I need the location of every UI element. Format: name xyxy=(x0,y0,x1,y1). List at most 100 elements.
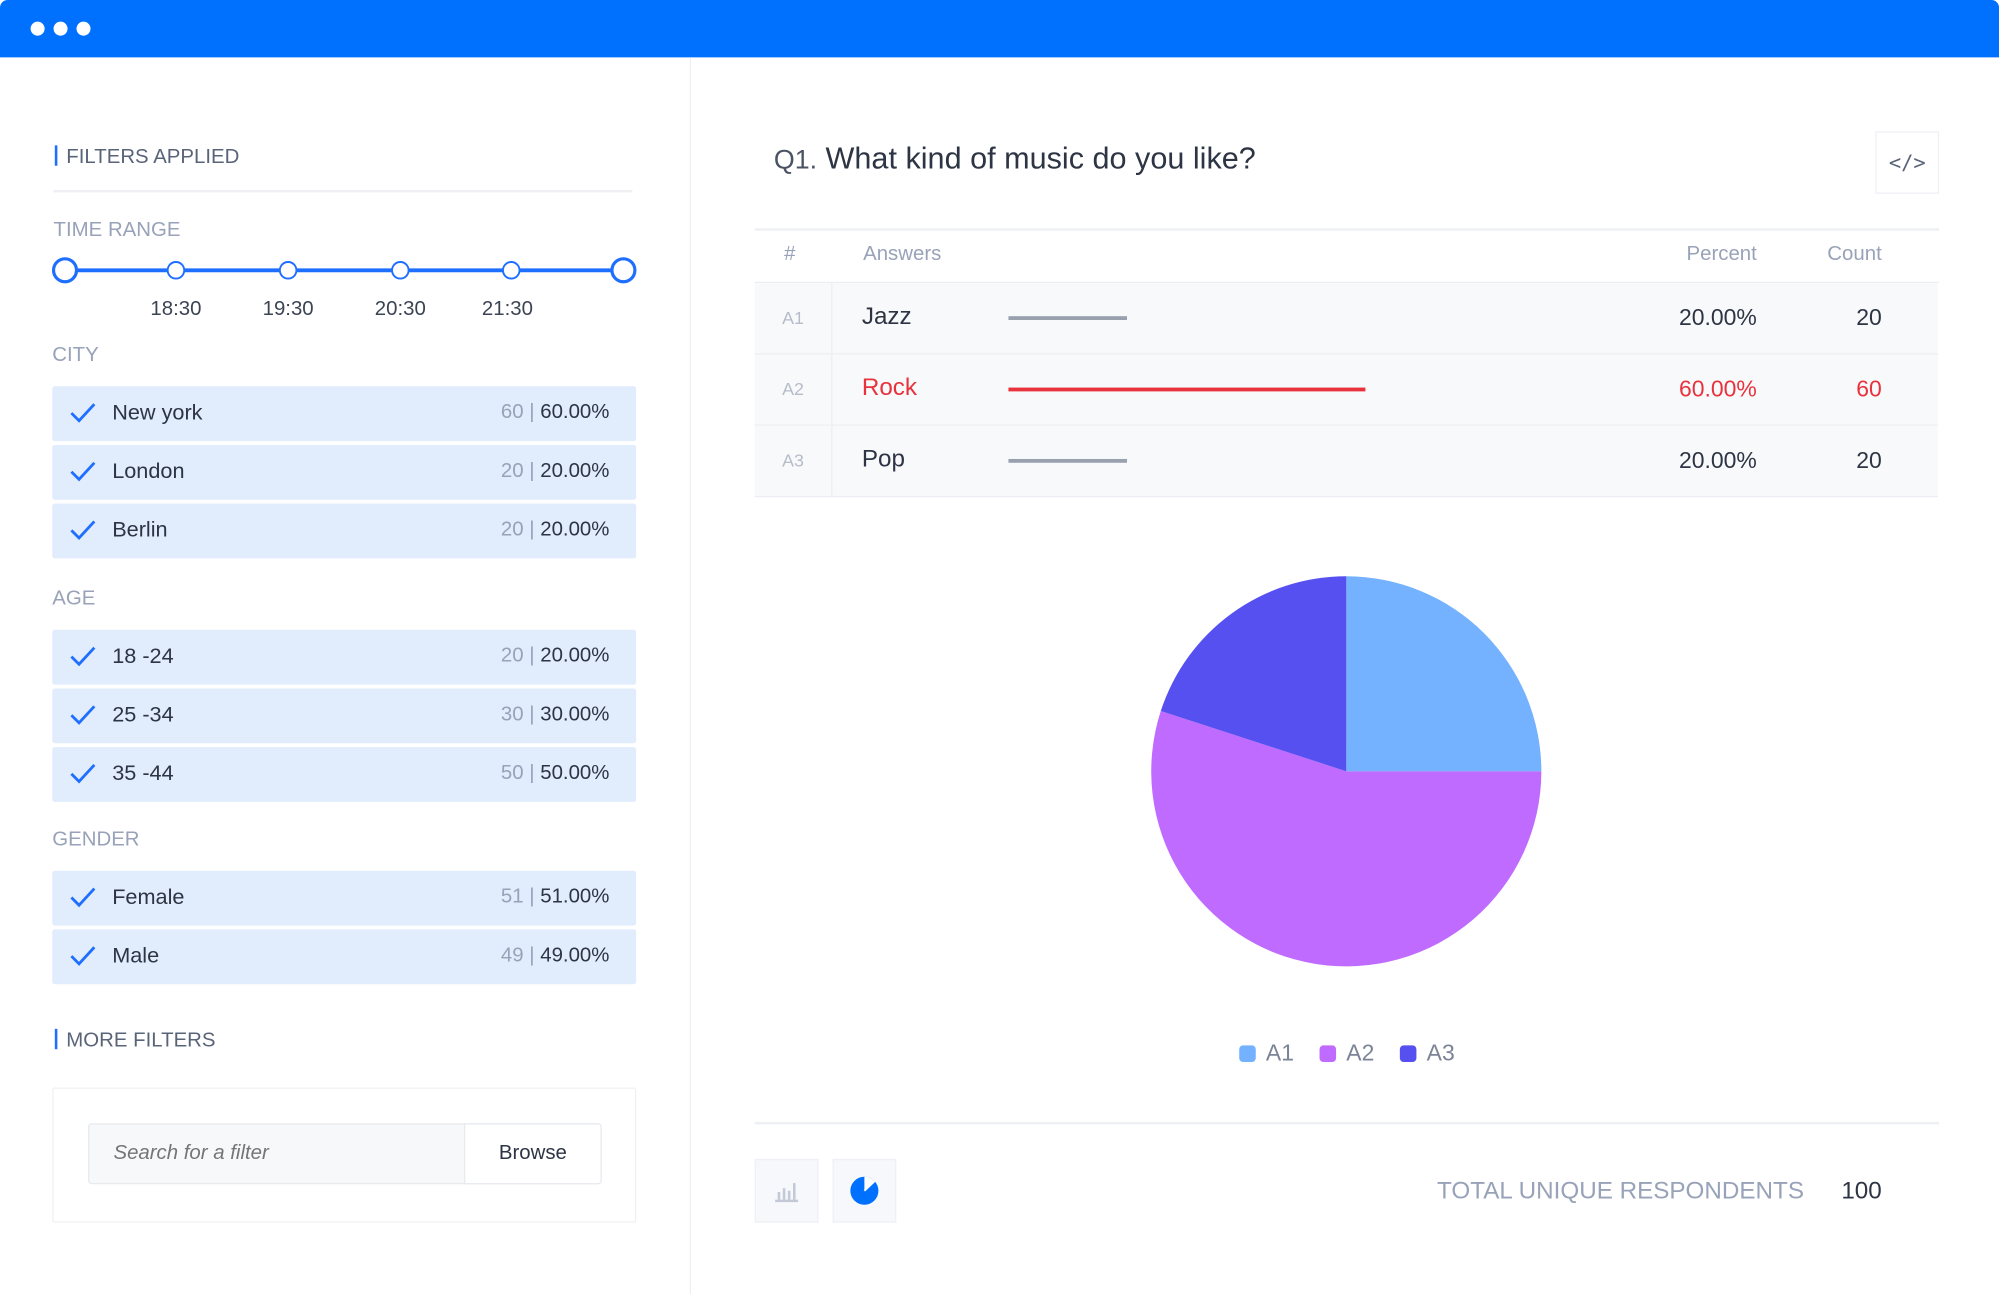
filter-item-name: 18 -24 xyxy=(112,643,174,669)
filter-item-stats: 30 | 30.00% xyxy=(500,703,610,726)
chart-legend: A1 A2 A3 xyxy=(755,1040,1939,1068)
time-tick: 21:30 xyxy=(481,298,533,320)
window-dot[interactable] xyxy=(76,21,91,36)
filter-search-box: Browse xyxy=(52,1087,637,1223)
legend-swatch xyxy=(1239,1045,1256,1062)
divider xyxy=(754,228,1940,231)
window-dot[interactable] xyxy=(53,21,68,36)
legend-swatch xyxy=(1319,1045,1337,1062)
filter-item-stats: 51 | 51.00% xyxy=(500,886,610,908)
col-header-count: Count xyxy=(1827,243,1882,266)
filter-item-percent: 20.00% xyxy=(540,460,610,482)
code-icon: </> xyxy=(1888,150,1926,175)
answer-row[interactable]: A2 Rock 60.00% 60 xyxy=(754,354,1938,426)
legend-label: A3 xyxy=(1426,1040,1455,1066)
answer-id: A3 xyxy=(755,425,833,496)
question-title: Q1. What kind of music do you like? xyxy=(774,142,1256,178)
bar-chart-icon xyxy=(775,1183,799,1203)
heading-text: MORE FILTERS xyxy=(66,1030,216,1052)
filter-group-label: CITY xyxy=(52,344,99,366)
window-titlebar xyxy=(0,0,1999,58)
answer-bar xyxy=(1008,316,1128,320)
filter-item-percent: 20.00% xyxy=(540,645,610,667)
answer-label: Pop xyxy=(861,446,905,473)
answer-label: Jazz xyxy=(861,303,912,331)
pie-chart-icon xyxy=(850,1176,879,1205)
answer-row[interactable]: A1 Jazz 20.00% 20 xyxy=(754,283,1938,355)
filter-group-label: AGE xyxy=(52,587,96,610)
legend-item[interactable]: A1 xyxy=(1239,1040,1294,1067)
filter-item-count: 50 xyxy=(500,762,524,785)
pie-slice-a1[interactable] xyxy=(1346,576,1542,772)
filter-item[interactable]: Male 49 | 49.00% xyxy=(52,929,637,985)
browse-button[interactable]: Browse xyxy=(464,1123,602,1185)
filter-item-count: 60 xyxy=(500,401,524,424)
bar-chart-view-button[interactable] xyxy=(754,1158,819,1223)
heading-text: FILTERS APPLIED xyxy=(66,146,240,169)
answer-percent: 20.00% xyxy=(1678,447,1757,473)
legend-item[interactable]: A2 xyxy=(1319,1040,1375,1067)
answer-count: 20 xyxy=(1856,304,1882,331)
range-end-handle[interactable] xyxy=(610,257,637,284)
check-icon xyxy=(70,946,96,966)
check-icon xyxy=(70,403,96,423)
embed-code-button[interactable]: </> xyxy=(1875,131,1940,194)
filter-item[interactable]: New york 60 | 60.00% xyxy=(52,386,637,442)
filter-item[interactable]: Female 51 | 51.00% xyxy=(52,870,637,926)
filter-item-percent: 51.00% xyxy=(540,886,610,908)
check-icon xyxy=(70,763,96,784)
filter-item-count: 20 xyxy=(500,645,524,667)
question-text: What kind of music do you like? xyxy=(825,141,1256,176)
answer-label: Rock xyxy=(861,374,918,402)
question-number: Q1. xyxy=(773,145,818,175)
filter-item-name: Male xyxy=(112,943,160,968)
pie-chart-view-button[interactable] xyxy=(832,1158,897,1223)
check-icon xyxy=(70,520,96,541)
range-start-handle[interactable] xyxy=(51,257,79,284)
filter-item-stats: 60 | 60.00% xyxy=(500,401,610,424)
time-tick: 18:30 xyxy=(150,298,202,320)
filter-item[interactable]: 35 -44 50 | 50.00% xyxy=(52,747,637,802)
time-range-label: TIME RANGE xyxy=(53,219,181,241)
answer-id: A1 xyxy=(755,283,833,354)
time-tick: 19:30 xyxy=(262,298,314,320)
filter-item-count: 51 xyxy=(500,886,524,908)
filter-search-input[interactable] xyxy=(87,1123,466,1185)
range-tick xyxy=(391,261,410,280)
range-tick xyxy=(278,261,298,280)
filter-item[interactable]: 25 -34 30 | 30.00% xyxy=(52,688,637,744)
filter-item[interactable]: Berlin 20 | 20.00% xyxy=(52,503,637,559)
window-dot[interactable] xyxy=(30,21,45,36)
time-range-slider[interactable] xyxy=(38,249,650,292)
filter-item-name: New york xyxy=(112,400,203,425)
filter-item-percent: 60.00% xyxy=(540,401,610,424)
panel-divider xyxy=(689,57,691,1294)
filter-item-name: 25 -34 xyxy=(112,702,174,727)
filter-item[interactable]: 18 -24 20 | 20.00% xyxy=(52,629,637,685)
pie-slice-a2[interactable] xyxy=(1151,711,1542,967)
filter-item-percent: 50.00% xyxy=(540,762,610,785)
divider xyxy=(754,1121,1940,1125)
range-tick xyxy=(166,261,186,280)
filter-item-count: 20 xyxy=(500,460,524,482)
filter-group-label: GENDER xyxy=(52,828,140,851)
legend-label: A2 xyxy=(1346,1040,1375,1066)
divider xyxy=(53,189,633,193)
filters-applied-heading: FILTERS APPLIED xyxy=(54,145,240,169)
legend-item[interactable]: A3 xyxy=(1399,1040,1455,1067)
answer-bar xyxy=(1008,458,1128,463)
answer-row[interactable]: A3 Pop 20.00% 20 xyxy=(754,425,1938,498)
filter-item-stats: 49 | 49.00% xyxy=(500,944,610,967)
filter-item-percent: 20.00% xyxy=(540,518,610,541)
more-filters-heading: MORE FILTERS xyxy=(54,1028,216,1053)
col-header-percent: Percent xyxy=(1686,243,1757,266)
answer-percent: 60.00% xyxy=(1678,376,1757,402)
filter-item-stats: 20 | 20.00% xyxy=(500,518,610,541)
filter-item-stats: 50 | 50.00% xyxy=(500,762,610,785)
filter-item[interactable]: London 20 | 20.00% xyxy=(52,444,637,500)
filter-item-name: 35 -44 xyxy=(112,761,174,786)
filter-item-name: Female xyxy=(112,884,185,910)
filter-item-stats: 20 | 20.00% xyxy=(500,460,610,482)
pie-slice-a3[interactable] xyxy=(1160,576,1347,772)
time-tick: 20:30 xyxy=(374,298,426,320)
